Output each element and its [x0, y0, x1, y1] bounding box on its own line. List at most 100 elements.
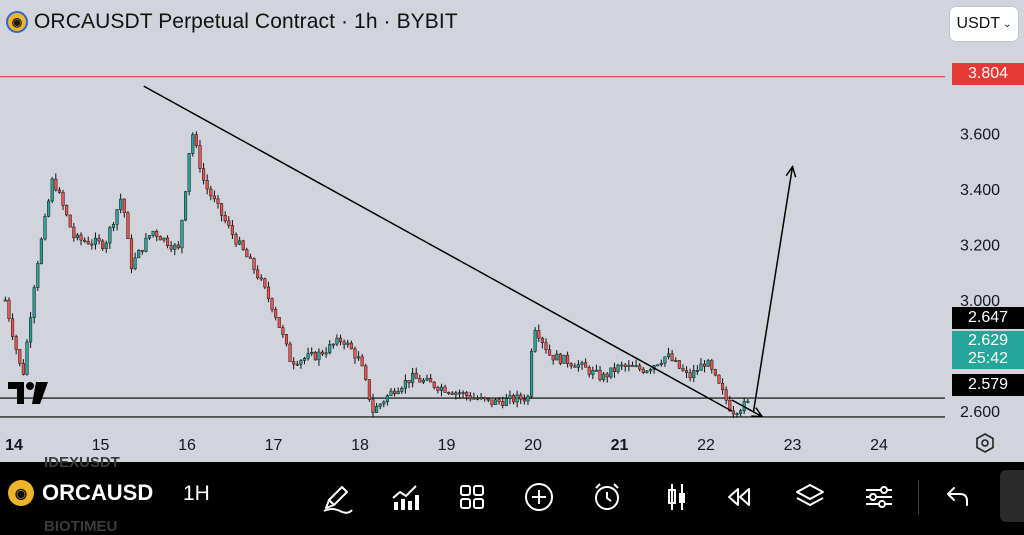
candle-body — [252, 258, 256, 271]
down-arrow-head — [751, 407, 764, 418]
replay-icon[interactable] — [725, 480, 759, 514]
candle-body — [209, 188, 213, 197]
candle-body — [461, 392, 465, 394]
candle-body — [486, 398, 490, 401]
x-tick-label: 19 — [438, 437, 456, 454]
tradingview-logo-icon[interactable] — [6, 378, 52, 408]
candle-body — [342, 341, 346, 345]
candle-body — [212, 195, 216, 200]
symbol-selector[interactable]: ◉ ORCAUSD — [8, 480, 153, 506]
chart-title: ORCAUSDT Perpetual Contract · 1h · BYBIT — [34, 10, 458, 33]
candle-body — [111, 223, 116, 228]
candle-body — [537, 330, 541, 339]
candle-body — [299, 360, 303, 365]
interval-selector[interactable]: 1H — [183, 482, 210, 505]
undo-icon[interactable] — [940, 480, 974, 514]
candle-body — [620, 364, 624, 367]
candle-body — [21, 363, 25, 375]
candle-body — [630, 364, 635, 367]
candle-body — [169, 245, 173, 250]
candle-body — [684, 370, 689, 373]
candle-body — [710, 360, 714, 370]
candle-body — [602, 373, 606, 381]
candle-body — [72, 226, 76, 238]
symbol-name: ORCAUSD — [42, 480, 154, 505]
indicators-icon[interactable] — [388, 480, 422, 514]
candle-body — [259, 277, 263, 280]
red-line-price-label: 3.804 — [952, 63, 1024, 85]
y-tick-label: 2.600 — [960, 404, 1000, 421]
candle-body — [57, 189, 61, 193]
current-price-value: 2.629 — [967, 332, 1009, 349]
candle-body — [274, 309, 278, 318]
candle-body — [688, 372, 692, 379]
candle-body — [245, 249, 249, 258]
candle-body — [454, 392, 458, 395]
candle-body — [501, 401, 505, 406]
x-tick-label: 23 — [784, 437, 802, 454]
candle-body — [739, 410, 743, 414]
x-tick-label: 14 — [5, 437, 23, 454]
toolbar-overflow-button[interactable] — [1000, 470, 1024, 522]
candle-body — [346, 342, 350, 345]
candle-body — [681, 368, 685, 371]
price-chart[interactable]: 3.6003.4003.2003.0002.8002.6001415161718… — [0, 0, 1024, 462]
candles-icon[interactable] — [660, 480, 694, 514]
candle-body — [270, 298, 274, 310]
candle-body — [558, 353, 562, 364]
ghost-symbol-above: IDEXUSDT — [44, 454, 120, 471]
layout-grid-icon[interactable] — [455, 480, 489, 514]
currency-selector[interactable]: USDT ⌄ — [950, 7, 1018, 41]
candle-body — [3, 299, 7, 302]
candle-body — [641, 368, 645, 373]
candle-body — [378, 403, 382, 407]
settings-sliders-icon[interactable] — [862, 480, 896, 514]
candle-body — [176, 244, 180, 249]
bottom-toolbar: IDEXUSDT ◉ ORCAUSD BIOTIMEU 1H — [0, 454, 1024, 535]
candle-body — [295, 363, 299, 366]
candle-body — [353, 348, 357, 359]
up-arrow-line — [752, 166, 794, 412]
pen-icon[interactable] — [320, 480, 354, 514]
candle-body — [429, 378, 433, 383]
candle-body — [202, 168, 206, 181]
candle-body — [580, 362, 584, 365]
candle-body — [165, 237, 170, 246]
candle-body — [18, 349, 22, 364]
candle-body — [227, 220, 231, 226]
layers-icon[interactable] — [793, 480, 827, 514]
candle-body — [555, 353, 559, 361]
candle-body — [479, 397, 483, 400]
candle-body — [317, 351, 321, 361]
candle-body — [137, 249, 141, 259]
candle-body — [101, 240, 105, 249]
chart-settings-icon[interactable] — [974, 432, 996, 454]
candle-body — [338, 337, 343, 343]
candle-body — [144, 237, 148, 252]
candle-body — [656, 364, 660, 367]
chart-title-row: ◉ ORCAUSDT Perpetual Contract · 1h · BYB… — [6, 10, 458, 34]
chart-area[interactable]: 3.6003.4003.2003.0002.8002.6001415161718… — [0, 0, 1024, 462]
candle-body — [699, 363, 703, 371]
candle-body — [457, 392, 462, 395]
candle-body — [284, 334, 289, 345]
candle-body — [666, 353, 671, 358]
candle-body — [475, 397, 480, 400]
countdown-timer: 25:42 — [967, 350, 1009, 367]
candle-body — [292, 361, 296, 365]
candle-body — [54, 178, 58, 191]
candle-body — [90, 243, 94, 246]
add-icon[interactable] — [522, 480, 556, 514]
alert-clock-icon[interactable] — [590, 480, 624, 514]
candle-body — [731, 410, 735, 415]
candle-body — [68, 214, 72, 228]
candle-body — [540, 337, 544, 343]
candle-body — [7, 299, 11, 319]
candle-body — [184, 191, 188, 221]
candle-body — [573, 365, 577, 368]
candle-body — [522, 398, 526, 402]
candle-body — [504, 398, 508, 406]
candle-body — [47, 200, 51, 217]
candle-body — [677, 360, 681, 369]
candle-body — [375, 406, 379, 413]
